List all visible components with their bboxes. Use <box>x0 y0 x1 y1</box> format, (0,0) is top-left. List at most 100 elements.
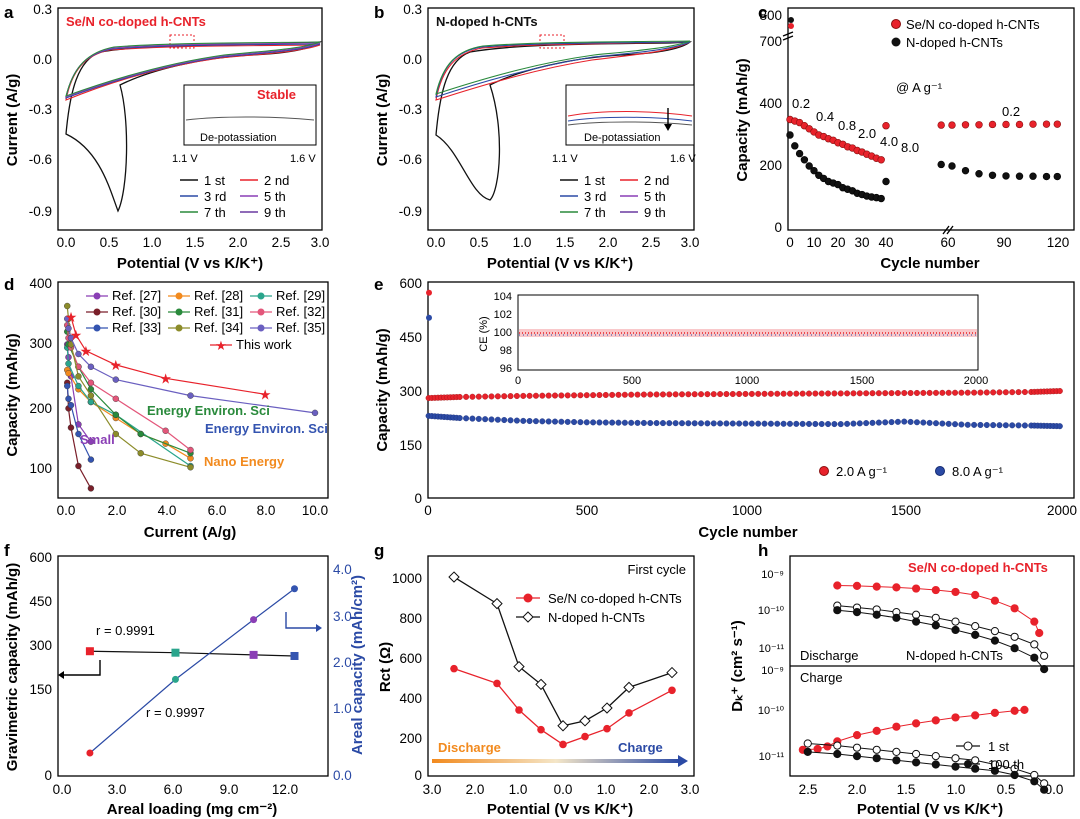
x-axis-title-f: Areal loading (mg cm⁻²) <box>107 801 277 818</box>
data-point-c-n-22 <box>948 162 956 170</box>
x-ticks-c: 0 10 20 30 40 60 90 120 <box>786 235 1069 250</box>
svg-text:10⁻¹⁰: 10⁻¹⁰ <box>758 705 785 717</box>
svg-text:0.0: 0.0 <box>403 52 422 67</box>
point-h-red-bot-4 <box>852 731 862 740</box>
svg-text:7 th: 7 th <box>584 205 606 220</box>
data-point-e-0-7-5 <box>806 390 813 397</box>
svg-text:-0.6: -0.6 <box>29 152 52 167</box>
svg-text:800: 800 <box>759 8 782 23</box>
data-point-e-1-9-3 <box>920 419 927 426</box>
svg-text:400: 400 <box>399 691 422 706</box>
legend-marker-h-filled <box>964 760 972 768</box>
legend-marker-5 <box>257 308 265 316</box>
point-h-open-top-4 <box>912 610 921 619</box>
svg-text:0: 0 <box>424 503 432 518</box>
point-h-red-bot-5 <box>872 726 881 736</box>
panel-label-g: g <box>374 541 384 560</box>
data-point-e-1-6-8 <box>761 420 768 427</box>
svg-text:0: 0 <box>414 768 422 783</box>
svg-text:1.5: 1.5 <box>556 235 575 250</box>
first-point-e-0 <box>426 289 432 296</box>
inset-xleft-a: 1.1 V <box>172 153 198 165</box>
plot-frame-a <box>57 7 323 231</box>
data-point-e-1-8-0 <box>837 421 844 428</box>
point-h-open-top-7 <box>971 622 980 631</box>
svg-text:1.0: 1.0 <box>597 782 616 797</box>
panel-d: d 400 300 200 100 0.0 2.0 4.0 6.0 8.0 10… <box>4 275 329 541</box>
data-point-c-n-21 <box>937 160 945 169</box>
panel-label-d: d <box>4 275 14 294</box>
data-point-e-0-4-9 <box>640 391 647 398</box>
svg-text:500: 500 <box>623 375 641 387</box>
panel-label-h: h <box>758 541 768 560</box>
data-point-e-0-8-1 <box>844 390 851 397</box>
legend-marker-1 <box>175 292 183 300</box>
point-h-open-bot-4 <box>892 747 901 757</box>
data-point-c-n-24 <box>975 170 983 178</box>
legend-label-6: Ref. [33] <box>112 320 161 335</box>
svg-text:6.0: 6.0 <box>208 503 227 518</box>
data-point-e-1-5-8 <box>698 420 705 427</box>
svg-text:450: 450 <box>29 594 52 609</box>
point-h-open-top-10 <box>1030 640 1039 649</box>
data-point-c-sen-24 <box>975 121 983 129</box>
data-point-e-1-2-7 <box>501 417 508 424</box>
point-h-filled-top-1 <box>852 608 862 617</box>
svg-text:5 th: 5 th <box>644 189 666 204</box>
legend-e-blue: 8.0 A g⁻¹ <box>952 464 1004 479</box>
panel-c: c 800 700 400 200 0 0 10 20 30 40 60 90 … <box>734 3 1075 272</box>
data-point-e-1-10-9 <box>1021 422 1028 429</box>
data-point-e-0-3-5 <box>552 392 559 399</box>
data-point-e-1-6-9 <box>767 420 774 427</box>
ref-point-8-1 <box>65 325 72 332</box>
x-ticks-d: 0.0 2.0 4.0 6.0 8.0 10.0 <box>57 503 329 518</box>
point-g-black-1 <box>491 597 503 610</box>
svg-text:8.0: 8.0 <box>257 503 276 518</box>
data-point-c-sen-21 <box>937 121 945 129</box>
data-point-e-1-10-2 <box>977 421 984 428</box>
x-axis-title-c: Cycle number <box>880 255 979 272</box>
y-ticks-f: 600 450 300 150 0 <box>29 550 52 783</box>
svg-text:3.0: 3.0 <box>108 782 127 797</box>
legend-marker-c-black <box>891 37 901 47</box>
data-point-c-n-3 <box>800 156 809 164</box>
svg-text:2000: 2000 <box>964 375 988 387</box>
legend-a-5th: 5 th <box>264 189 286 204</box>
data-point-e-0-7-6 <box>812 390 819 397</box>
legend-label-3: Ref. [30] <box>112 304 161 319</box>
ref-point-7-4 <box>87 392 95 399</box>
data-point-c-sen-25 <box>988 120 997 129</box>
svg-text:700: 700 <box>759 34 782 49</box>
legend-marker-h-open <box>963 741 973 751</box>
point-g-black-2 <box>513 660 525 673</box>
ref-point-5-6 <box>162 427 169 434</box>
ref-point-4-5 <box>137 430 144 438</box>
svg-text:3.0: 3.0 <box>333 609 352 624</box>
data-point-e-0-6-8 <box>761 390 768 397</box>
inset-ylabel-e: CE (%) <box>478 316 490 351</box>
x-axis-title-g: Potential (V vs K/K⁺) <box>487 801 633 818</box>
data-point-e-0-4-4 <box>609 391 616 398</box>
y-axis-title-a: Current (A/g) <box>4 74 21 167</box>
ref-line-9 <box>70 316 266 395</box>
legend-g-red: Se/N co-doped h-CNTs <box>548 591 682 606</box>
legend-marker-e-blue <box>935 466 945 476</box>
ref-line-7 <box>66 305 191 468</box>
svg-text:0.5: 0.5 <box>100 235 119 250</box>
svg-text:4.0: 4.0 <box>158 503 177 518</box>
point-h-open-top-11 <box>1040 651 1049 660</box>
data-point-e-0-4-0 <box>583 392 590 399</box>
svg-text:1500: 1500 <box>850 375 874 387</box>
data-point-e-0-9-7 <box>945 389 952 396</box>
point-h-red-top-1 <box>852 581 862 590</box>
data-point-e-0-6-9 <box>767 390 774 397</box>
ref-point-3-2 <box>67 424 75 431</box>
x-ticks-e: 0 500 1000 1500 2000 <box>424 503 1077 518</box>
svg-text:0.0: 0.0 <box>53 782 72 797</box>
data-point-e-1-3-3 <box>539 418 546 425</box>
star-point-2: ★ <box>80 343 93 359</box>
point-h-filled-bot-10 <box>1010 770 1019 780</box>
point-h-red-top-4 <box>912 584 921 593</box>
svg-text:3.0: 3.0 <box>423 782 442 797</box>
